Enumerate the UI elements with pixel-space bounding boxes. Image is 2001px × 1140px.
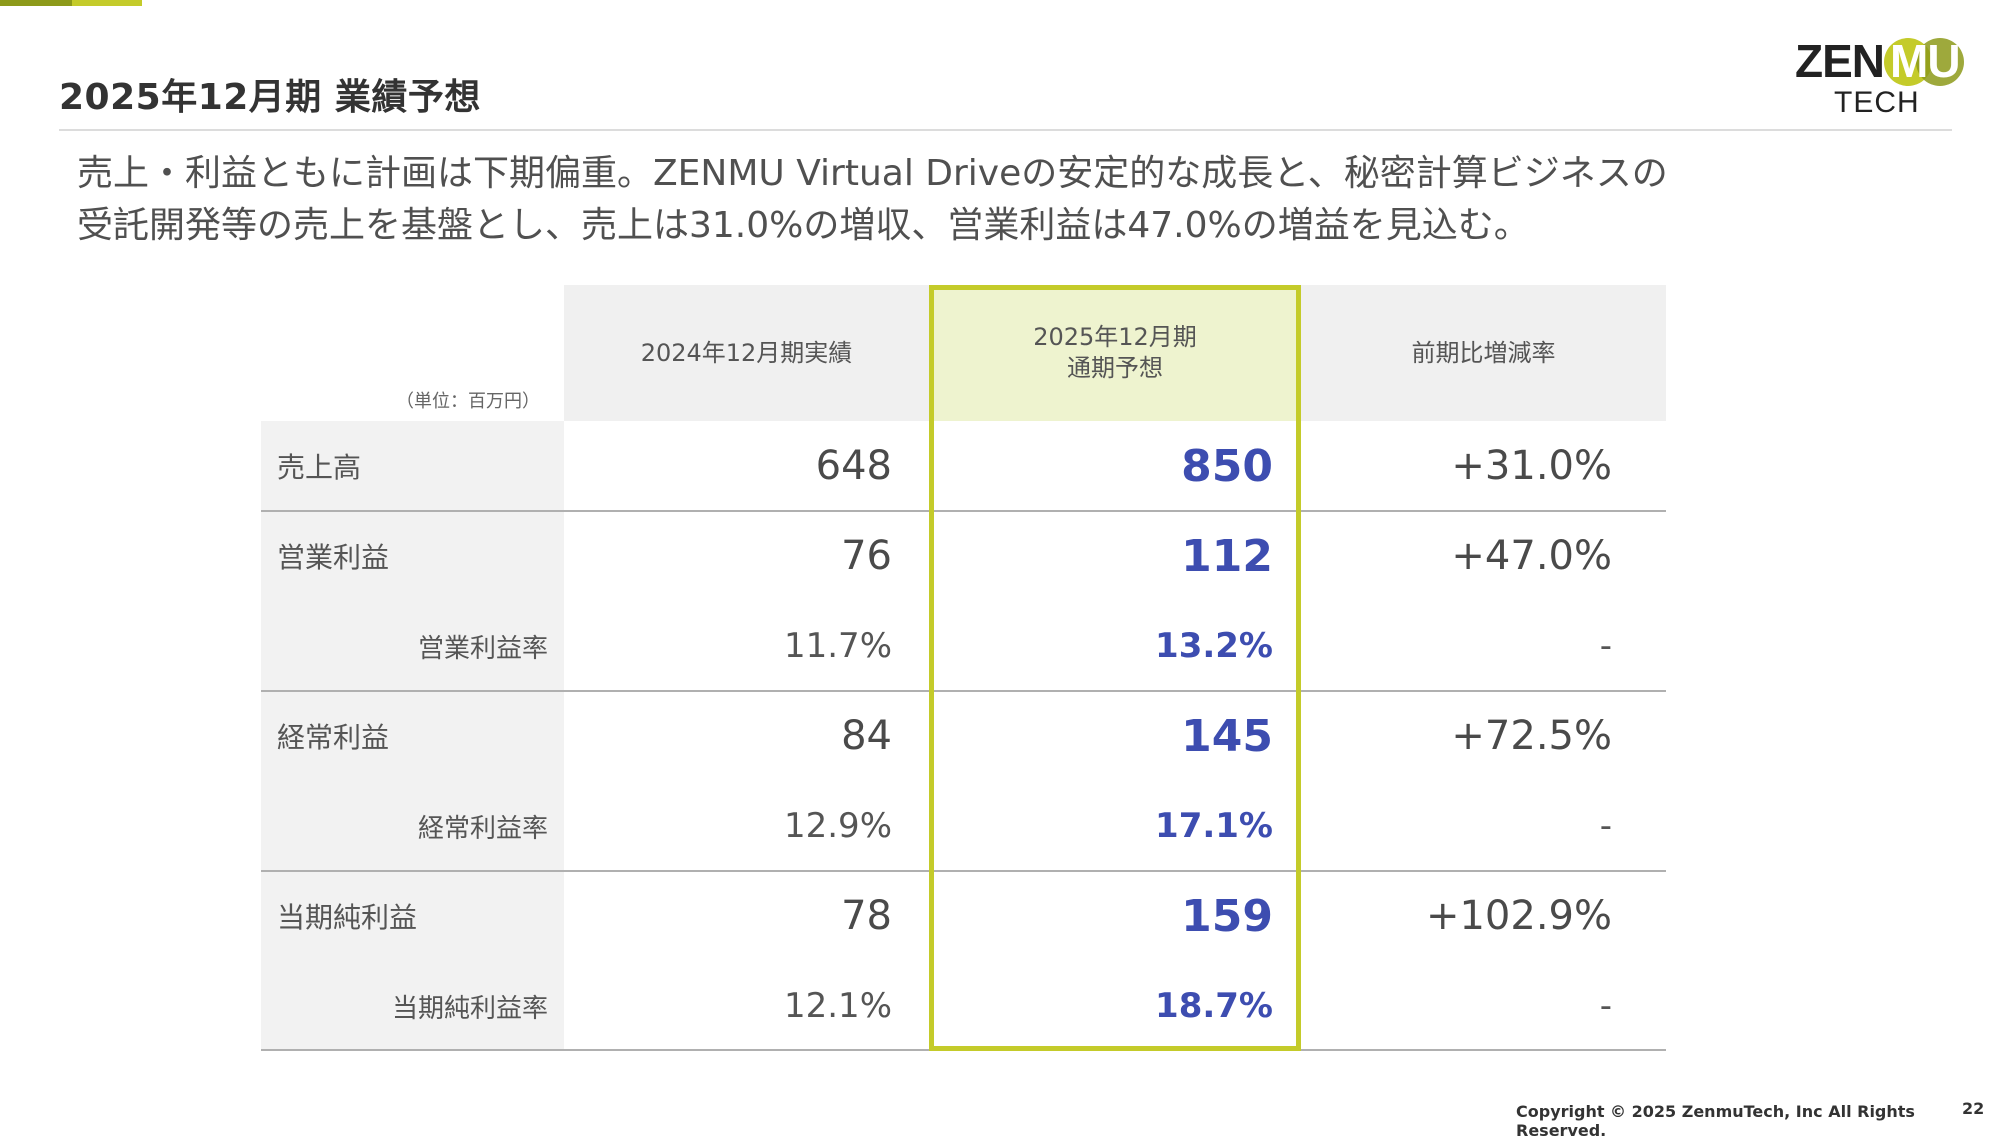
logo-mu-mark: MU <box>1884 35 1964 87</box>
change-operating-income: +47.0% <box>1451 533 1612 579</box>
actual-ordinary-income: 84 <box>841 713 892 759</box>
zenmutech-logo: ZEN MU TECH <box>1795 34 1965 124</box>
unit-label: （単位：百万円） <box>396 391 540 412</box>
top-accent-bar-dark <box>0 0 72 6</box>
forecast-operating-income: 112 <box>1181 530 1273 582</box>
row-label-net-margin: 当期純利益率 <box>391 993 548 1024</box>
header-actual: 2024年12月期実績 <box>564 285 929 421</box>
actual-operating-income: 76 <box>841 533 892 579</box>
change-ordinary-income: +72.5% <box>1451 713 1612 759</box>
change-net-income: +102.9% <box>1425 893 1612 939</box>
page-number: 22 <box>1962 1099 1985 1118</box>
actual-net-margin: 12.1% <box>783 986 892 1026</box>
header-forecast: 2025年12月期 通期予想 <box>929 285 1301 421</box>
logo-text-tech: TECH <box>1834 86 1920 119</box>
lead-text: 売上・利益ともに計画は下期偏重。ZENMU Virtual Driveの安定的な… <box>77 148 1837 252</box>
forecast-ordinary-margin: 17.1% <box>1155 806 1273 846</box>
forecast-table: （単位：百万円） 2024年12月期実績 2025年12月期 通期予想 前期比増… <box>261 285 1666 1051</box>
title-divider <box>59 129 1952 131</box>
label-column <box>261 421 564 1051</box>
row-divider <box>261 510 1666 512</box>
logo-text-mu: MU <box>1890 35 1961 87</box>
forecast-operating-margin: 13.2% <box>1155 626 1273 666</box>
actual-net-income: 78 <box>841 893 892 939</box>
forecast-net-income: 159 <box>1181 890 1273 942</box>
header-forecast-line2: 通期予想 <box>1067 354 1163 382</box>
row-divider <box>261 870 1666 872</box>
header-forecast-line1: 2025年12月期 <box>1033 323 1197 351</box>
change-ordinary-margin: - <box>1599 806 1612 846</box>
change-sales: +31.0% <box>1451 443 1612 489</box>
row-label-operating-margin: 営業利益率 <box>417 633 548 664</box>
row-label-ordinary-margin: 経常利益率 <box>417 813 548 844</box>
page-title: 2025年12月期 業績予想 <box>59 77 481 118</box>
actual-sales: 648 <box>815 443 892 489</box>
row-label-net-income: 当期純利益 <box>277 901 418 934</box>
logo-text-zen: ZEN <box>1795 35 1885 87</box>
lead-line-1: 売上・利益ともに計画は下期偏重。ZENMU Virtual Driveの安定的な… <box>77 153 1668 194</box>
unit-cell: （単位：百万円） <box>261 285 564 421</box>
forecast-sales: 850 <box>1181 440 1273 492</box>
change-operating-margin: - <box>1599 626 1612 666</box>
row-label-sales: 売上高 <box>277 451 362 484</box>
row-divider <box>261 1049 1666 1051</box>
row-divider <box>261 690 1666 692</box>
change-net-margin: - <box>1599 986 1612 1026</box>
copyright-text: Copyright © 2025 ZenmuTech, Inc All Righ… <box>1516 1102 1915 1140</box>
header-change: 前期比増減率 <box>1301 285 1666 421</box>
lead-line-2: 受託開発等の売上を基盤とし、売上は31.0%の増収、営業利益は47.0%の増益を… <box>77 205 1530 246</box>
top-accent-bar-light <box>72 0 142 6</box>
actual-ordinary-margin: 12.9% <box>783 806 892 846</box>
forecast-ordinary-income: 145 <box>1181 710 1273 762</box>
forecast-net-margin: 18.7% <box>1155 986 1273 1026</box>
row-label-ordinary-income: 経常利益 <box>277 721 390 754</box>
row-label-operating-income: 営業利益 <box>277 541 390 574</box>
actual-operating-margin: 11.7% <box>783 626 892 666</box>
